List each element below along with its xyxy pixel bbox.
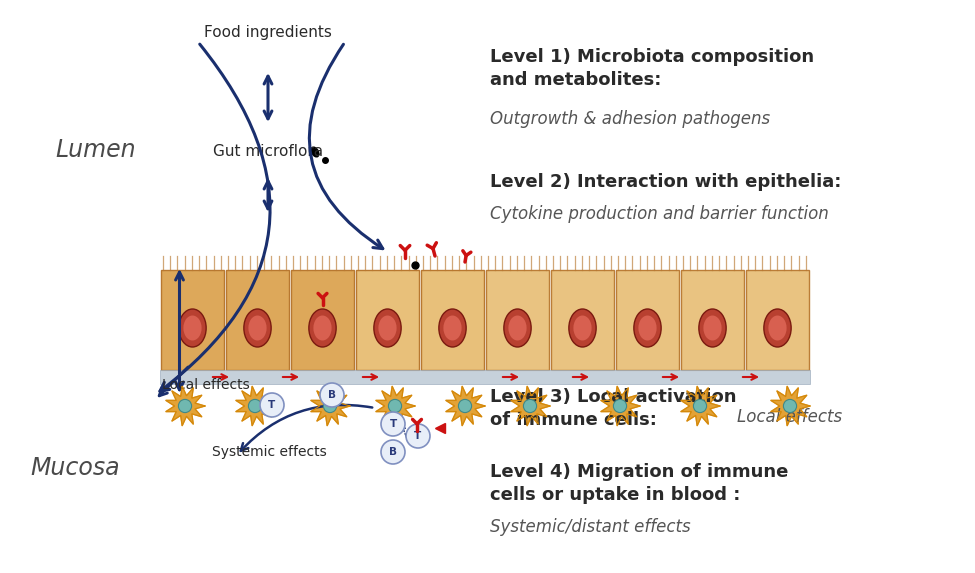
Text: Level 4) Migration of immune
cells or uptake in blood :: Level 4) Migration of immune cells or up… [490, 463, 789, 504]
Text: Outgrowth & adhesion pathogens: Outgrowth & adhesion pathogens [490, 110, 770, 128]
Ellipse shape [573, 316, 592, 340]
Text: T: T [414, 431, 421, 441]
Polygon shape [375, 386, 415, 426]
Ellipse shape [373, 309, 401, 347]
Text: Food ingredients: Food ingredients [204, 25, 332, 40]
Ellipse shape [703, 316, 722, 340]
Circle shape [693, 399, 707, 413]
Ellipse shape [313, 316, 332, 340]
Text: B: B [328, 390, 336, 400]
Circle shape [260, 393, 284, 417]
Circle shape [458, 399, 472, 413]
Text: Systemic effects: Systemic effects [212, 445, 327, 459]
Text: Level 3) Local activation
of immune cells:: Level 3) Local activation of immune cell… [490, 388, 736, 429]
Ellipse shape [439, 309, 466, 347]
Ellipse shape [444, 316, 461, 340]
Polygon shape [236, 386, 275, 426]
Polygon shape [681, 386, 720, 426]
Bar [161, 270, 224, 370]
Text: Lumen: Lumen [55, 138, 136, 162]
Polygon shape [511, 386, 550, 426]
Text: Level 2) Interaction with epithelia:: Level 2) Interaction with epithelia: [490, 173, 841, 191]
Text: Local effects: Local effects [162, 378, 250, 392]
Ellipse shape [249, 316, 266, 340]
Circle shape [249, 399, 261, 413]
Text: Systemic/distant effects: Systemic/distant effects [490, 518, 690, 536]
Ellipse shape [508, 316, 526, 340]
Text: Level 1) Microbiota composition
and metabolites:: Level 1) Microbiota composition and meta… [490, 48, 814, 89]
Text: B: B [389, 447, 397, 457]
Circle shape [324, 399, 336, 413]
Ellipse shape [310, 147, 320, 158]
Polygon shape [446, 386, 485, 426]
Polygon shape [601, 386, 640, 426]
Text: Gut microflora: Gut microflora [213, 144, 323, 159]
Bar [226, 270, 289, 370]
Ellipse shape [244, 309, 271, 347]
Bar [356, 270, 419, 370]
Ellipse shape [768, 316, 787, 340]
Circle shape [388, 399, 402, 413]
Text: T: T [268, 400, 276, 410]
Bar [551, 270, 614, 370]
Bar [616, 270, 679, 370]
Bar [486, 270, 549, 370]
Ellipse shape [699, 309, 726, 347]
Polygon shape [311, 386, 350, 426]
Ellipse shape [378, 316, 397, 340]
Bar [746, 270, 809, 370]
Polygon shape [166, 386, 205, 426]
Circle shape [613, 399, 627, 413]
Ellipse shape [504, 309, 531, 347]
Ellipse shape [639, 316, 656, 340]
Circle shape [524, 399, 536, 413]
Text: Local effects: Local effects [737, 408, 842, 426]
Bar [160, 370, 810, 384]
Bar [421, 270, 484, 370]
Text: Mucosa: Mucosa [30, 456, 120, 480]
Polygon shape [771, 386, 810, 426]
Circle shape [381, 440, 405, 464]
Ellipse shape [183, 316, 202, 340]
Ellipse shape [568, 309, 596, 347]
Circle shape [320, 383, 344, 407]
Circle shape [783, 399, 797, 413]
Ellipse shape [763, 309, 791, 347]
Circle shape [178, 399, 192, 413]
Ellipse shape [309, 309, 336, 347]
Ellipse shape [178, 309, 206, 347]
Text: T: T [389, 419, 397, 429]
Circle shape [406, 424, 430, 448]
Ellipse shape [634, 309, 661, 347]
Bar [681, 270, 744, 370]
Text: Cytokine production and barrier function: Cytokine production and barrier function [490, 205, 829, 223]
Circle shape [381, 412, 405, 436]
Bar [291, 270, 354, 370]
